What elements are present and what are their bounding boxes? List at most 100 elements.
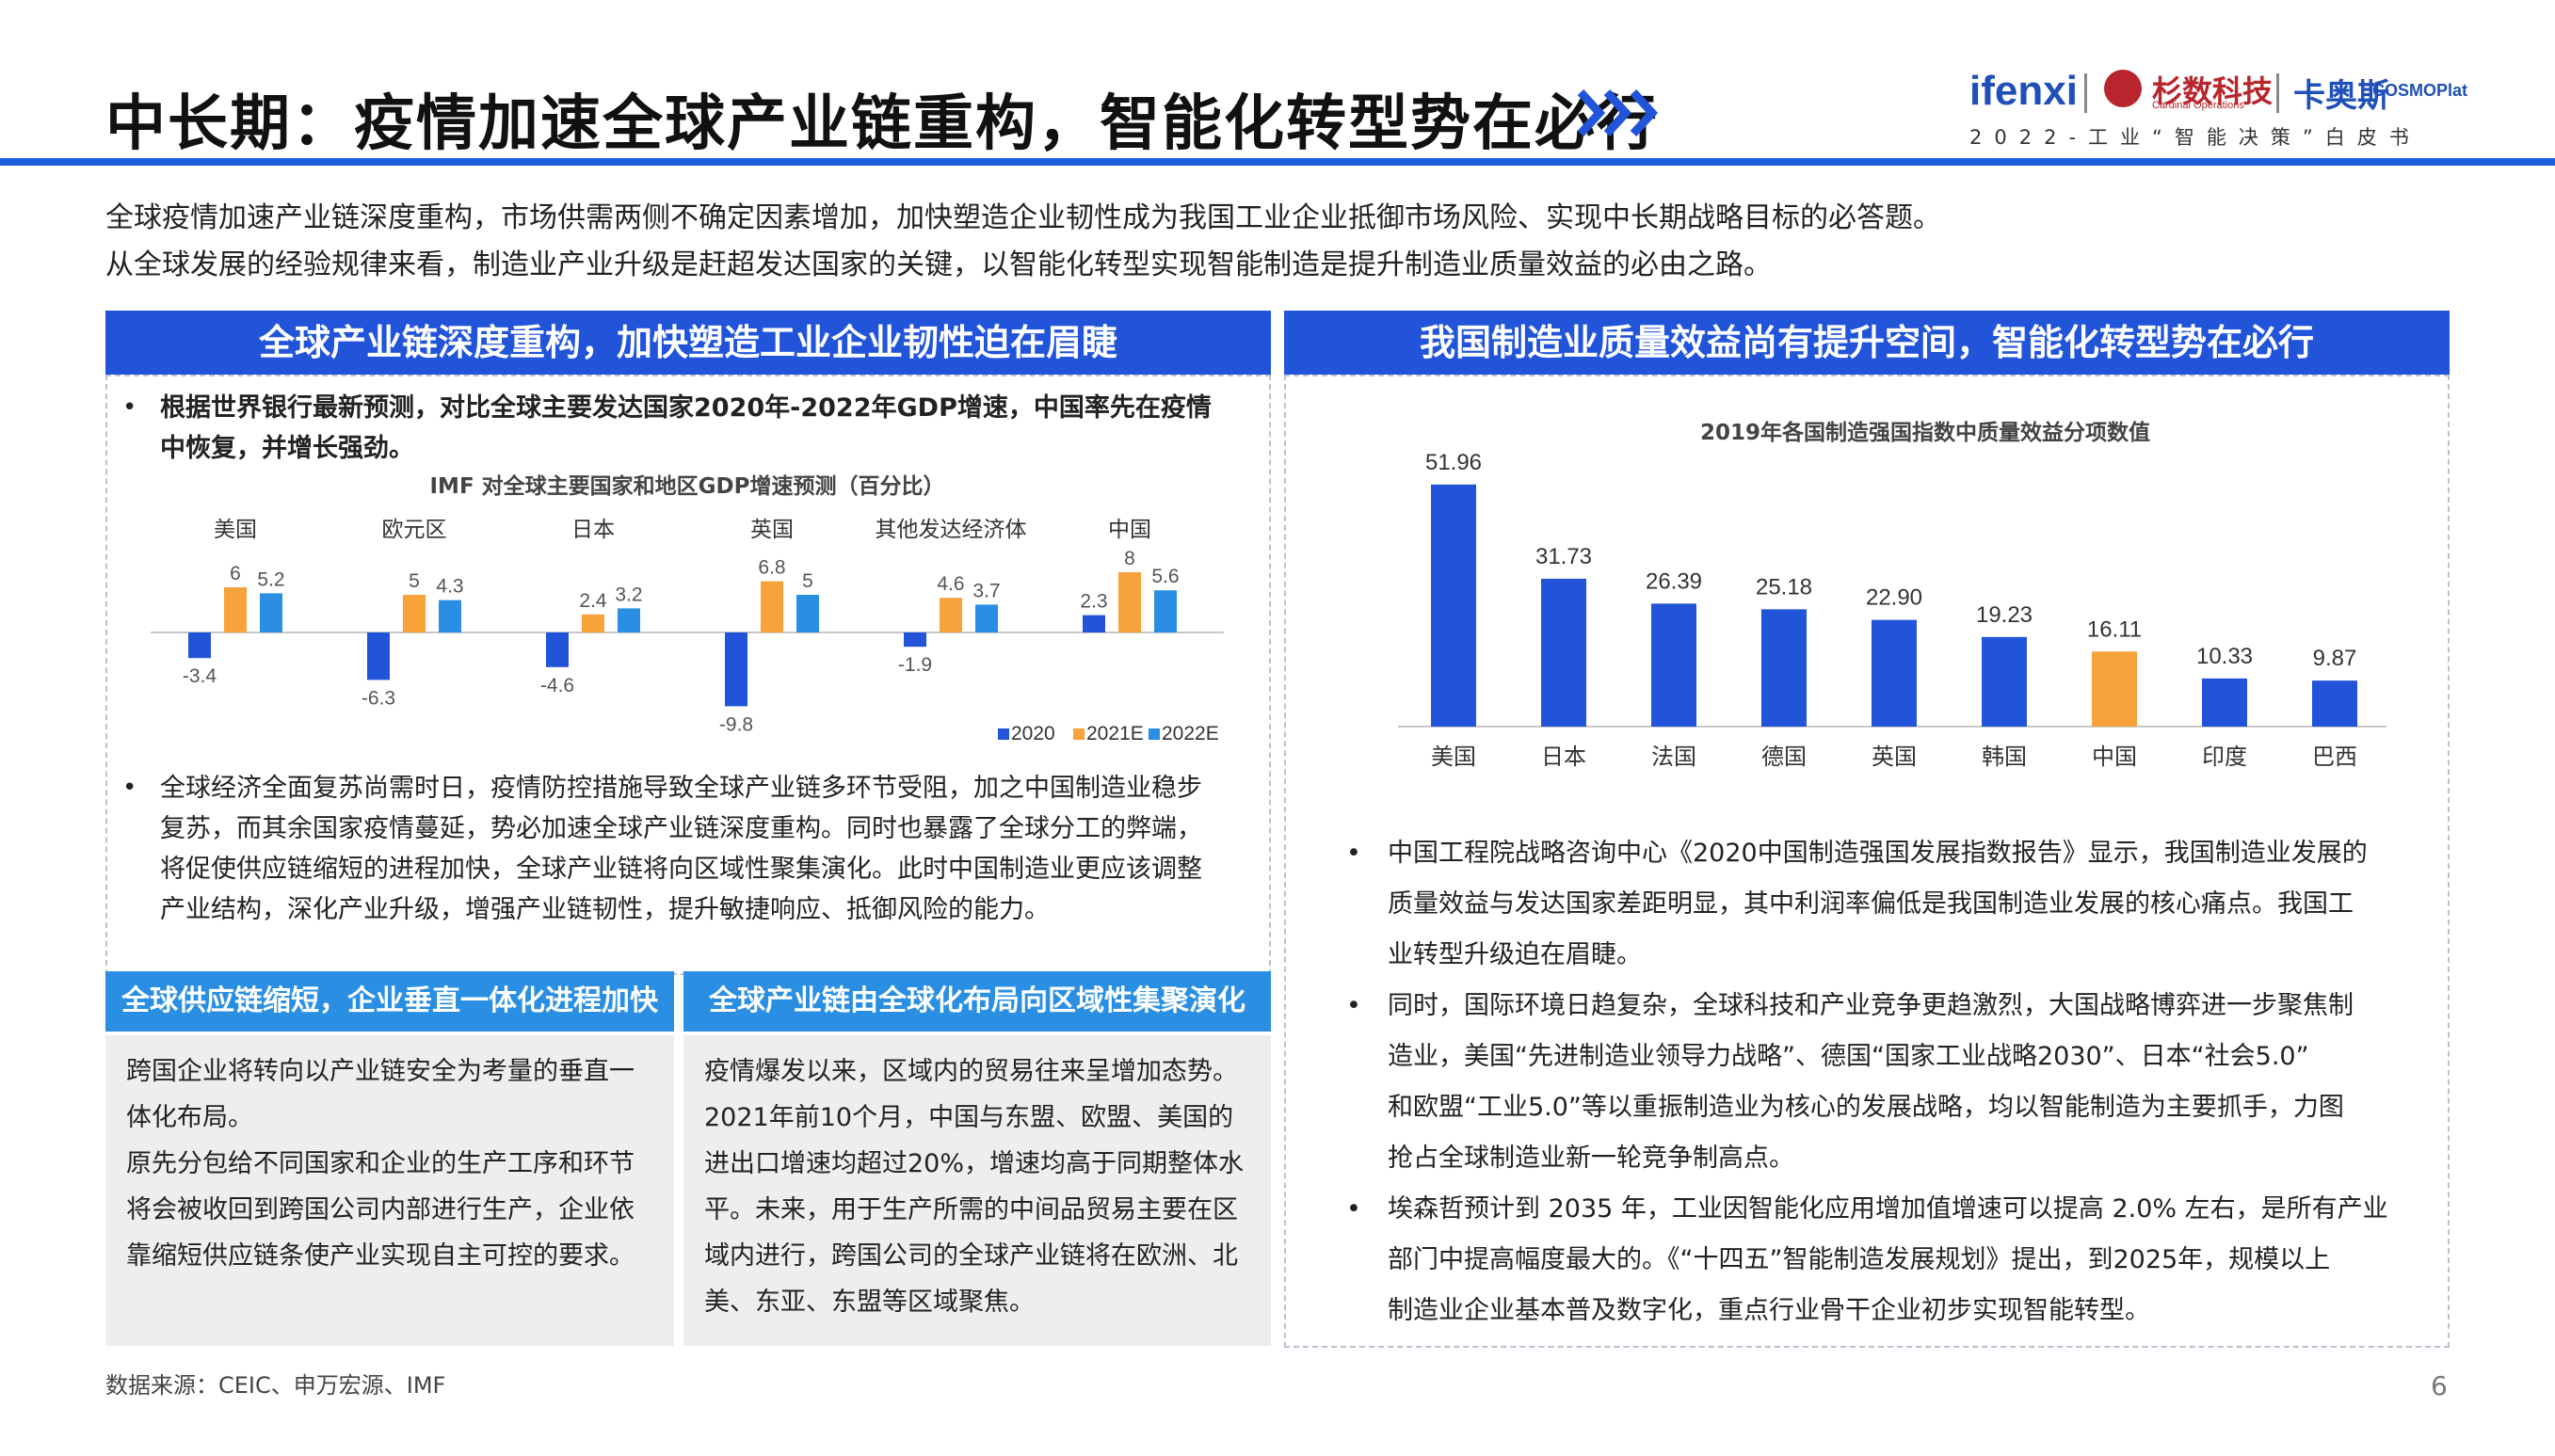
bullet-line: 埃森哲预计到 2035 年，工业因智能化应用增加值增速可以提高 2.0% 左右，… bbox=[1388, 1194, 2388, 1224]
sub-right-line: 平。未来，用于生产所需的中间品贸易主要在区 bbox=[704, 1195, 1238, 1224]
value-label: 5 bbox=[802, 570, 813, 592]
value-label: 8 bbox=[1124, 548, 1135, 569]
category-label: 欧元区 bbox=[382, 517, 447, 541]
sub-left-line: 将会被收回到跨国公司内部进行生产，企业依 bbox=[126, 1195, 635, 1224]
header-divider bbox=[0, 158, 2555, 166]
bullet-line: 和欧盟“工业5.0”等以重振制造业为核心的发展战略，均以智能制造为主要抓手，力图 bbox=[1388, 1093, 2344, 1122]
category-label: 其他发达经济体 bbox=[876, 517, 1027, 541]
bar-2020 bbox=[1083, 615, 1105, 632]
left-panel-header: 全球产业链深度重构，加快塑造工业企业韧性迫在眉睫 bbox=[105, 311, 1271, 375]
value-label: 51.96 bbox=[1425, 450, 1482, 475]
bar bbox=[1872, 619, 1917, 727]
bullet-line: 复苏，而其余国家疫情蔓延，势必加速全球产业链深度重构。同时也暴露了全球分工的弊端… bbox=[160, 814, 1202, 843]
category-label: 日本 bbox=[1541, 744, 1586, 770]
page-title: 中长期：疫情加速全球产业链重构，智能化转型势在必行 bbox=[105, 89, 1659, 159]
bar-2022E bbox=[975, 604, 998, 632]
value-label: -9.8 bbox=[719, 713, 753, 735]
bar bbox=[1651, 603, 1696, 727]
bullet-line: 质量效益与发达国家差距明显，其中利润率偏低是我国制造业发展的核心痛点。我国工 bbox=[1388, 889, 2354, 919]
shanshu-logo: 杉数科技 bbox=[2152, 73, 2274, 109]
shanshu-logo-icon bbox=[2104, 70, 2142, 107]
value-label: 5.2 bbox=[257, 568, 284, 590]
bar-2022E bbox=[618, 608, 640, 632]
category-label: 巴西 bbox=[2312, 744, 2357, 770]
bar-2021E bbox=[224, 587, 247, 632]
bullet-line: 业转型升级迫在眉睫。 bbox=[1388, 940, 1642, 969]
bar-2022E bbox=[439, 600, 461, 632]
sub-right-line: 域内进行，跨国公司的全球产业链将在欧洲、北 bbox=[704, 1241, 1238, 1271]
value-label: 4.3 bbox=[436, 576, 463, 598]
bullet-line: 将促使供应链缩短的进程加快，全球产业链将向区域性聚集演化。此时中国制造业更应该调… bbox=[160, 855, 1202, 884]
sub-right-line: 进出口增速均超过20%，增速均高于同期整体水 bbox=[704, 1149, 1245, 1178]
whitepaper-tagline: 2022-工业“智能决策”白皮书 bbox=[1969, 126, 2421, 149]
sub-left-line: 原先分包给不同国家和企业的生产工序和环节 bbox=[126, 1149, 635, 1178]
value-label: 2.4 bbox=[579, 590, 607, 612]
category-label: 德国 bbox=[1761, 744, 1807, 770]
legend-swatch bbox=[1149, 728, 1160, 740]
intro-line: 从全球发展的经验规律来看，制造业产业升级是赶超发达国家的关键，以智能化转型实现智… bbox=[105, 248, 1772, 281]
bar bbox=[1761, 609, 1807, 727]
left-bullet-1: 根据世界银行最新预测，对比全球主要发达国家2020年-2022年GDP增速，中国… bbox=[160, 388, 1252, 469]
bullet-dot: • bbox=[122, 393, 137, 422]
category-label: 美国 bbox=[214, 517, 257, 541]
bar-2021E bbox=[761, 581, 783, 632]
value-label: 5 bbox=[409, 570, 420, 592]
bar-2020 bbox=[367, 632, 390, 680]
bar-2021E bbox=[403, 595, 426, 632]
sub-left-header: 全球供应链缩短，企业垂直一体化进程加快 bbox=[105, 971, 674, 1032]
bar bbox=[1982, 636, 2027, 727]
bar-2020 bbox=[904, 632, 926, 648]
value-label: 5.6 bbox=[1151, 566, 1179, 587]
legend-swatch bbox=[998, 728, 1009, 740]
value-label: 2.3 bbox=[1080, 591, 1107, 613]
bullet-dot: • bbox=[1346, 839, 1361, 868]
sub-left-line: 靠缩短供应链条使产业实现自主可控的要求。 bbox=[126, 1241, 635, 1271]
sub-right-line: 美、东亚、东盟等区域聚焦。 bbox=[704, 1288, 1035, 1317]
category-label: 中国 bbox=[1108, 517, 1151, 541]
category-label: 英国 bbox=[1872, 744, 1917, 770]
value-label: 3.7 bbox=[972, 580, 1000, 601]
value-label: 25.18 bbox=[1756, 574, 1812, 600]
sub-right-header: 全球产业链由全球化布局向区域性集聚演化 bbox=[683, 971, 1271, 1032]
legend-label: 2022E bbox=[1162, 723, 1219, 744]
ifenxi-logo: ifenxi bbox=[1969, 68, 2078, 114]
value-label: 16.11 bbox=[2087, 616, 2142, 642]
cosmoplat-logo: COSMOPlat bbox=[2372, 81, 2468, 100]
sub-right-body: 疫情爆发以来，区域内的贸易往来呈增加态势。 2021年前10个月，中国与东盟、欧… bbox=[683, 1035, 1271, 1346]
value-label: -6.3 bbox=[362, 687, 395, 709]
right-bullet-3: • 埃森哲预计到 2035 年，工业因智能化应用增加值增速可以提高 2.0% 左… bbox=[1346, 1184, 2429, 1336]
right-bullets: • 中国工程院战略咨询中心《2020中国制造强国发展指数报告》显示，我国制造业发… bbox=[1346, 828, 2429, 1336]
bar-2021E bbox=[940, 598, 962, 632]
value-label: 31.73 bbox=[1535, 544, 1592, 569]
right-panel-header: 我国制造业质量效益尚有提升空间，智能化转型势在必行 bbox=[1284, 311, 2450, 375]
sub-left-body: 跨国企业将转向以产业链安全为考量的垂直一 体化布局。 原先分包给不同国家和企业的… bbox=[105, 1035, 674, 1346]
value-label: 4.6 bbox=[937, 573, 964, 595]
sub-right-line: 2021年前10个月，中国与东盟、欧盟、美国的 bbox=[704, 1103, 1234, 1132]
right-panel-box bbox=[1284, 375, 2450, 1348]
category-label: 英国 bbox=[750, 517, 794, 541]
bar bbox=[2092, 651, 2137, 727]
left-bullet-2: 全球经济全面复苏尚需时日，疫情防控措施导致全球产业链多环节受阻，加之中国制造业稳… bbox=[160, 768, 1252, 930]
bar-2020 bbox=[725, 632, 747, 707]
bullet-line: 部门中提高幅度最大的。《“十四五”智能制造发展规划》提出，到2025年，规模以上 bbox=[1388, 1245, 2331, 1274]
bullet-dot: • bbox=[122, 774, 137, 802]
value-label: 6 bbox=[230, 563, 241, 584]
sub-left-line: 跨国企业将转向以产业链安全为考量的垂直一 bbox=[126, 1057, 635, 1086]
data-source-note: 数据来源：CEIC、申万宏源、IMF bbox=[105, 1372, 446, 1399]
category-label: 印度 bbox=[2202, 744, 2247, 770]
bullet-line: 同时，国际环境日趋复杂，全球科技和产业竞争更趋激烈，大国战略博弈进一步聚焦制 bbox=[1388, 991, 2354, 1020]
legend-label: 2021E bbox=[1086, 723, 1144, 744]
bullet-dot: • bbox=[1346, 1194, 1361, 1224]
bar-2022E bbox=[260, 593, 282, 632]
legend-swatch bbox=[1073, 728, 1085, 740]
right-bullet-1: • 中国工程院战略咨询中心《2020中国制造强国发展指数报告》显示，我国制造业发… bbox=[1346, 828, 2429, 981]
gdp-chart-title: IMF 对全球主要国家和地区GDP增速预测（百分比） bbox=[429, 474, 945, 499]
bullet-line: 产业结构，深化产业升级，增强产业链韧性，提升敏捷响应、抵御风险的能力。 bbox=[160, 895, 1050, 924]
page-number: 6 bbox=[2431, 1370, 2448, 1401]
bar-2020 bbox=[188, 632, 211, 659]
bar-2022E bbox=[796, 595, 819, 632]
sub-right-line: 疫情爆发以来，区域内的贸易往来呈增加态势。 bbox=[704, 1057, 1238, 1086]
value-label: 9.87 bbox=[2313, 646, 2357, 671]
bar-2021E bbox=[582, 614, 604, 632]
bullet-line: 根据世界银行最新预测，对比全球主要发达国家2020年-2022年GDP增速，中国… bbox=[160, 393, 1212, 423]
